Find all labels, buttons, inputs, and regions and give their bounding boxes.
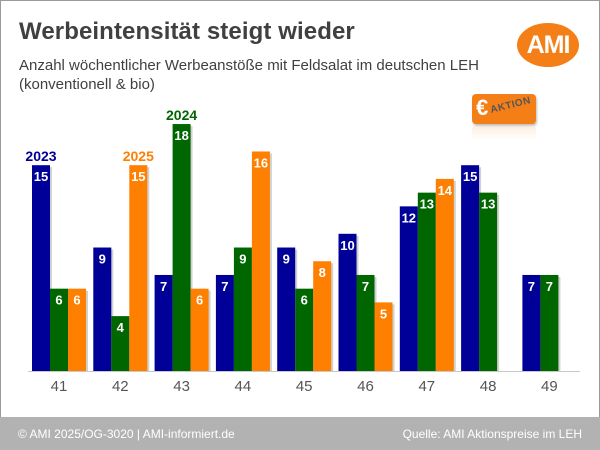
data-label: 16 <box>254 155 268 170</box>
data-label: 6 <box>196 293 203 308</box>
footer-source: Quelle: AMI Aktionspreise im LEH <box>402 427 582 441</box>
data-label: 13 <box>420 197 434 212</box>
x-tick-label: 41 <box>51 378 68 395</box>
data-label: 9 <box>239 252 246 267</box>
x-tick-label: 44 <box>235 378 252 395</box>
x-tick-label: 48 <box>480 378 497 395</box>
data-label: 7 <box>362 279 369 294</box>
x-tick-label: 43 <box>173 378 190 395</box>
bar-2024-41 <box>50 288 68 371</box>
bar-2025-46 <box>374 302 393 371</box>
bar-2025-41 <box>68 288 86 371</box>
bar-2025-42 <box>129 165 148 371</box>
data-label: 15 <box>34 169 48 184</box>
data-label: 5 <box>380 306 387 321</box>
data-label: 15 <box>463 169 477 184</box>
data-label: 6 <box>301 293 308 308</box>
bar-2024-45 <box>295 288 314 371</box>
x-tick-label: 42 <box>112 378 129 395</box>
data-label: 12 <box>402 210 416 225</box>
bar-2023-46 <box>338 233 357 371</box>
bar-2023-47 <box>399 206 418 371</box>
x-tick-label: 49 <box>541 378 558 395</box>
data-label: 7 <box>160 279 167 294</box>
bar-2023-42 <box>93 247 112 371</box>
x-tick-label: 46 <box>357 378 374 395</box>
data-label: 7 <box>546 279 553 294</box>
data-label: 14 <box>438 183 453 198</box>
legend-2024: 2024 <box>166 107 197 123</box>
data-label: 6 <box>55 293 62 308</box>
bar-2025-47 <box>435 178 454 371</box>
bar-2024-49 <box>540 274 559 371</box>
bar-2023-44 <box>215 274 234 371</box>
legend-2023: 2023 <box>25 148 56 164</box>
bar-2023-45 <box>277 247 296 371</box>
aktion-badge-icon: € AKTION <box>472 94 536 124</box>
bar-2023-41 <box>32 165 50 371</box>
bar-2024-42 <box>111 316 130 371</box>
bar-2023-48 <box>461 165 480 371</box>
bar-2023-43 <box>154 274 173 371</box>
bar-2024-44 <box>233 247 252 371</box>
bar-chart: 156 6419415427186437916449684510754612131… <box>25 107 580 395</box>
euro-icon: € <box>476 95 489 120</box>
bar-2024-43 <box>172 124 191 371</box>
ami-logo: AMI <box>517 23 579 67</box>
data-label: 7 <box>221 279 228 294</box>
bar-2025-44 <box>251 151 270 371</box>
x-tick-label: 45 <box>296 378 313 395</box>
bar-2025-43 <box>190 288 209 371</box>
data-label: 4 <box>117 320 125 335</box>
data-label: 9 <box>99 252 106 267</box>
bar-2025-45 <box>313 261 332 371</box>
aktion-badge-reflection <box>472 126 536 140</box>
legend-2025: 2025 <box>123 148 154 164</box>
x-tick-label: 47 <box>418 378 435 395</box>
footer: © AMI 2025/OG-3020 | AMI-informiert.de Q… <box>0 417 600 450</box>
bar-2024-48 <box>479 192 498 371</box>
data-label: 18 <box>174 128 188 143</box>
bar-2023-49 <box>522 274 541 371</box>
bar-2024-47 <box>417 192 436 371</box>
data-label: 15 <box>131 169 145 184</box>
chart-title: Werbeintensität steigt wieder <box>19 18 355 45</box>
data-label: 7 <box>528 279 535 294</box>
data-label: 10 <box>340 238 354 253</box>
data-label: 6 <box>73 293 80 308</box>
footer-copyright: © AMI 2025/OG-3020 | AMI-informiert.de <box>18 427 235 441</box>
data-label: 8 <box>319 265 326 280</box>
data-label: 9 <box>283 252 290 267</box>
chart-subtitle: Anzahl wöchentlicher Werbeanstöße mit Fe… <box>19 57 479 93</box>
bar-2024-46 <box>356 274 375 371</box>
data-label: 13 <box>481 197 495 212</box>
